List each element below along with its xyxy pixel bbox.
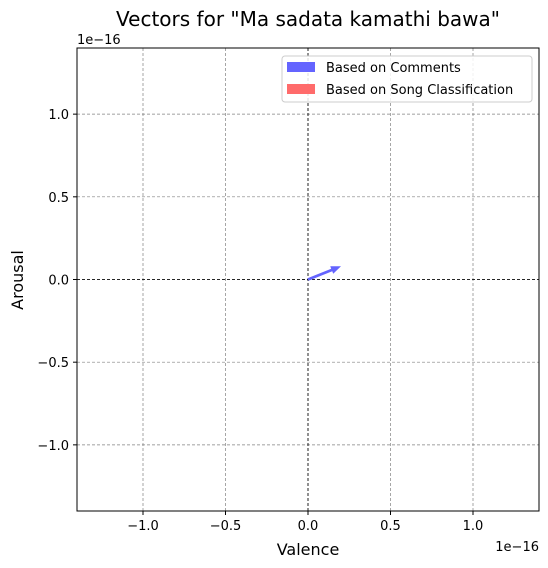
y-tick-label: −0.5 <box>37 356 69 371</box>
legend-swatch-comments <box>287 62 315 72</box>
chart-title: Vectors for "Ma sadata kamathi bawa" <box>116 7 500 31</box>
y-axis-label: Arousal <box>8 250 27 310</box>
x-tick-label: −1.0 <box>127 519 159 534</box>
x-scale-label: 1e−16 <box>495 540 539 555</box>
x-tick-label: 0.5 <box>380 519 401 534</box>
x-tick-label: 1.0 <box>463 519 484 534</box>
y-tick-label: 0.5 <box>48 191 69 206</box>
y-tick-label: 1.0 <box>48 108 69 123</box>
x-ticks: −1.0 −0.5 0.0 0.5 1.0 <box>127 511 483 534</box>
legend-label-comments: Based on Comments <box>326 61 461 76</box>
legend-swatch-song-classification <box>287 84 315 94</box>
y-tick-label: −1.0 <box>37 439 69 454</box>
vector-arrow <box>307 266 341 281</box>
x-axis-label: Valence <box>277 540 340 559</box>
legend-box <box>281 55 533 103</box>
y-tick-label: 0.0 <box>48 274 69 289</box>
x-tick-label: −0.5 <box>210 519 242 534</box>
vectors <box>307 266 341 281</box>
y-ticks: −1.0 −0.5 0.0 0.5 1.0 <box>37 108 77 454</box>
x-tick-label: 0.0 <box>298 519 319 534</box>
y-scale-label: 1e−16 <box>77 33 121 48</box>
legend: Based on Comments Based on Song Classifi… <box>281 55 533 103</box>
legend-label-song-classification: Based on Song Classification <box>326 83 513 98</box>
